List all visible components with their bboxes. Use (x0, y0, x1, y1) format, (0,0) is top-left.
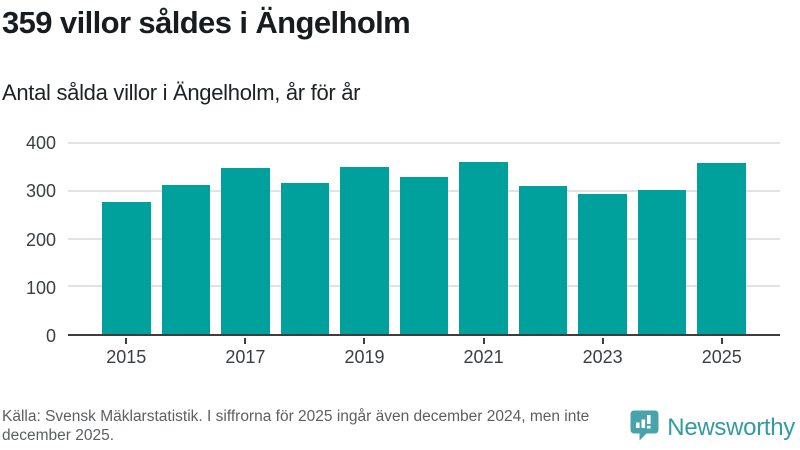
x-axis-tick-label: 2015 (106, 347, 147, 367)
bar-2017 (221, 168, 270, 334)
x-axis-tick-label: 2019 (344, 347, 385, 367)
x-axis-tick-label: 2023 (582, 347, 623, 367)
y-axis-tick-label: 0 (45, 326, 56, 346)
y-axis-tick-label: 300 (25, 181, 56, 202)
x-axis-tick-label: 2025 (701, 347, 742, 367)
x-tick (244, 338, 247, 344)
x-tick (363, 338, 366, 344)
bar-2021 (459, 161, 508, 334)
x-axis-tick-label: 2021 (463, 347, 504, 367)
x-slot-2019: 2019 (340, 338, 389, 368)
bar-2024 (637, 189, 687, 334)
brand-name: Newsworthy (667, 414, 795, 441)
x-slot-2024 (638, 338, 687, 368)
source-note: Källa: Svensk Mäklarstatistik. I siffror… (2, 408, 590, 444)
page-title: 359 villor såldes i Ängelholm (2, 5, 411, 40)
x-slot-2018 (281, 338, 330, 368)
bar-2025 (697, 162, 747, 334)
x-tick (720, 338, 723, 344)
x-slot-2023: 2023 (578, 338, 627, 368)
x-slot-2016 (162, 338, 211, 368)
y-axis-labels: 0 100 200 300 400 (0, 133, 56, 346)
newsworthy-logo[interactable]: Newsworthy (630, 410, 795, 446)
x-tick (482, 338, 485, 344)
y-axis-tick-label: 200 (25, 229, 56, 250)
chart-subtitle: Antal sålda villor i Ängelholm, år för å… (2, 80, 361, 105)
x-axis: 2015 2017 2019 2021 2023 2025 (68, 338, 780, 368)
gridline (68, 142, 780, 144)
bar-2018 (280, 183, 330, 334)
bar-2019 (340, 166, 389, 334)
bar-2020 (399, 177, 449, 334)
x-slot-2022 (519, 338, 568, 368)
x-axis-tick-label: 2017 (225, 347, 266, 367)
bar-2023 (578, 194, 627, 334)
bar-chart-speech-bubble-icon (630, 410, 659, 446)
x-slot-2017: 2017 (221, 338, 270, 368)
x-slot-2020 (400, 338, 449, 368)
x-slot-2021: 2021 (459, 338, 508, 368)
y-axis-tick-label: 100 (25, 277, 56, 298)
x-tick (125, 338, 128, 344)
x-slot-2025: 2025 (697, 338, 746, 368)
x-slot-2015: 2015 (102, 338, 151, 368)
bars (68, 143, 780, 334)
y-axis-tick-label: 400 (25, 133, 56, 153)
x-tick (601, 338, 604, 344)
newsworthy-icon-svg (630, 410, 659, 441)
plot-area (68, 142, 780, 336)
bar-2016 (161, 184, 211, 334)
bar-2022 (518, 185, 568, 334)
bar-2015 (102, 202, 151, 334)
